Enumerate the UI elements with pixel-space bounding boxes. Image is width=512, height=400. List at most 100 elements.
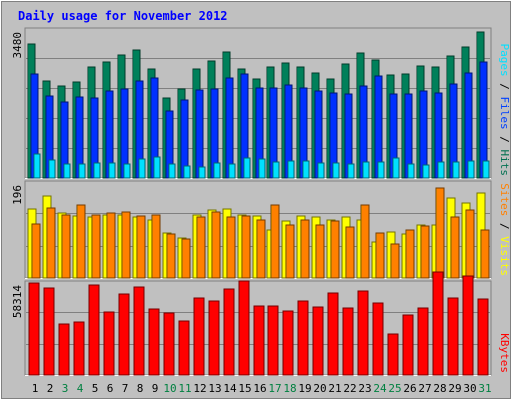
bar-outline: [372, 302, 384, 376]
bar-sites: [122, 212, 130, 278]
bar-sites: [436, 188, 444, 278]
bar-outline: [390, 243, 400, 279]
bar-kbytes: [403, 315, 413, 375]
chart-title: Daily usage for November 2012: [18, 9, 228, 23]
bar-outline: [420, 225, 430, 279]
bar-outline: [375, 232, 385, 279]
x-tick-label: 20: [313, 382, 326, 395]
legend-entry: KBytes: [498, 333, 511, 373]
legend-separator: /: [498, 77, 511, 97]
bar-files: [300, 88, 307, 178]
bar-kbytes: [149, 309, 159, 375]
legend-entry: Sites: [498, 183, 511, 216]
bar-outline: [417, 307, 429, 376]
x-tick-label: 8: [137, 382, 144, 395]
bar-files: [480, 62, 487, 178]
bar-outline: [133, 286, 145, 376]
bar-outline: [138, 158, 146, 179]
bar-kbytes: [433, 272, 443, 375]
bar-outline: [226, 216, 236, 279]
bar-files: [465, 73, 472, 178]
right-legend-label: Sites / Visits: [498, 183, 511, 276]
bar-outline: [46, 207, 56, 279]
bar-files: [226, 78, 233, 178]
bar-outline: [467, 160, 475, 179]
bar-sites: [286, 225, 294, 278]
bar-sites: [481, 230, 489, 278]
bar-sites: [107, 213, 115, 278]
bar-outline: [31, 223, 41, 279]
bar-pages: [199, 167, 205, 178]
bar-outline: [163, 312, 175, 376]
bar-outline: [253, 305, 265, 376]
bar-pages: [214, 163, 220, 178]
bar-outline: [223, 288, 235, 376]
bar-kbytes: [328, 293, 338, 375]
bar-files: [285, 85, 292, 178]
panel-hits-files-pages: 3480 Pages / Files / Hits: [11, 27, 511, 179]
legend-entry: Visits: [498, 236, 511, 276]
panel-kbytes: 58314 KBytes: [11, 271, 511, 376]
bar-kbytes: [268, 306, 278, 375]
bar-sites: [137, 216, 145, 278]
bar-outline: [377, 161, 385, 179]
bar-files: [181, 100, 188, 178]
bar-outline: [452, 161, 460, 179]
x-tick-label: 21: [328, 382, 341, 395]
bar-files: [330, 93, 337, 178]
bar-sites: [47, 208, 55, 278]
bar-outline: [407, 163, 415, 179]
x-tick-label: 15: [238, 382, 251, 395]
x-tick-label: 27: [418, 382, 431, 395]
bar-outline: [402, 314, 414, 376]
bar-files: [270, 88, 277, 178]
bar-sites: [152, 215, 160, 278]
bar-files: [450, 84, 457, 178]
bar-outline: [93, 162, 101, 179]
bar-outline: [58, 323, 70, 376]
bar-sites: [92, 215, 100, 278]
bar-kbytes: [418, 308, 428, 375]
bar-kbytes: [388, 334, 398, 375]
bar-outline: [123, 163, 131, 179]
x-tick-label: 18: [283, 382, 296, 395]
x-tick-label: 7: [122, 382, 129, 395]
bar-files: [375, 76, 382, 178]
x-tick-label: 30: [463, 382, 476, 395]
bar-outline: [256, 219, 266, 279]
bar-files: [76, 97, 83, 178]
bar-sites: [227, 217, 235, 278]
bar-kbytes: [343, 308, 353, 375]
bar-outline: [168, 163, 176, 179]
bar-outline: [462, 275, 474, 376]
bar-outline: [213, 162, 221, 179]
bar-pages: [154, 157, 160, 178]
bar-outline: [73, 321, 85, 376]
bar-sites: [77, 205, 85, 278]
bar-outline: [28, 282, 40, 376]
bar-outline: [108, 162, 116, 179]
bar-outline: [405, 229, 415, 279]
bar-outline: [330, 220, 340, 279]
y-max-label: 3480: [11, 32, 24, 59]
bar-pages: [423, 165, 429, 178]
x-tick-label: 28: [433, 382, 446, 395]
bar-outline: [447, 297, 459, 376]
bar-kbytes: [134, 287, 144, 375]
legend-entry: Pages: [498, 44, 511, 77]
bar-files: [31, 74, 38, 178]
bar-sites: [346, 227, 354, 278]
x-tick-label: 16: [253, 382, 266, 395]
bar-files: [420, 91, 427, 178]
bar-kbytes: [463, 276, 473, 375]
bar-sites: [257, 220, 265, 278]
x-tick-label: 29: [448, 382, 461, 395]
bar-kbytes: [194, 298, 204, 375]
bar-outline: [91, 214, 101, 279]
bar-pages: [34, 154, 40, 178]
bar-outline: [61, 214, 71, 279]
bar-pages: [244, 158, 250, 178]
bar-outline: [196, 216, 206, 279]
y-max-label: 58314: [11, 285, 24, 318]
x-tick-label: 17: [268, 382, 281, 395]
